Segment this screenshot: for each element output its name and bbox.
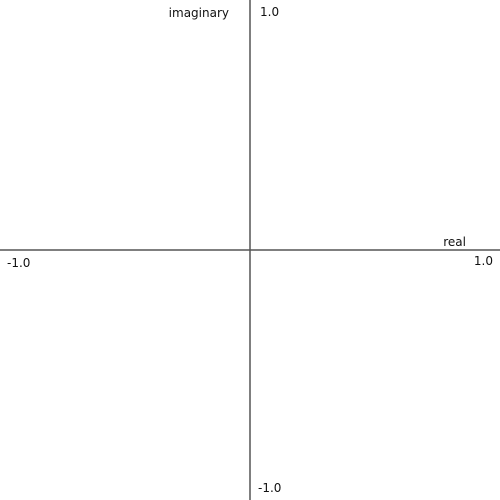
real-axis-label: real — [443, 235, 466, 249]
y-max-label: 1.0 — [260, 5, 279, 19]
x-max-label: 1.0 — [474, 254, 493, 268]
y-min-label: -1.0 — [258, 481, 281, 495]
x-min-label: -1.0 — [7, 256, 30, 270]
imaginary-axis-label: imaginary — [169, 6, 229, 20]
